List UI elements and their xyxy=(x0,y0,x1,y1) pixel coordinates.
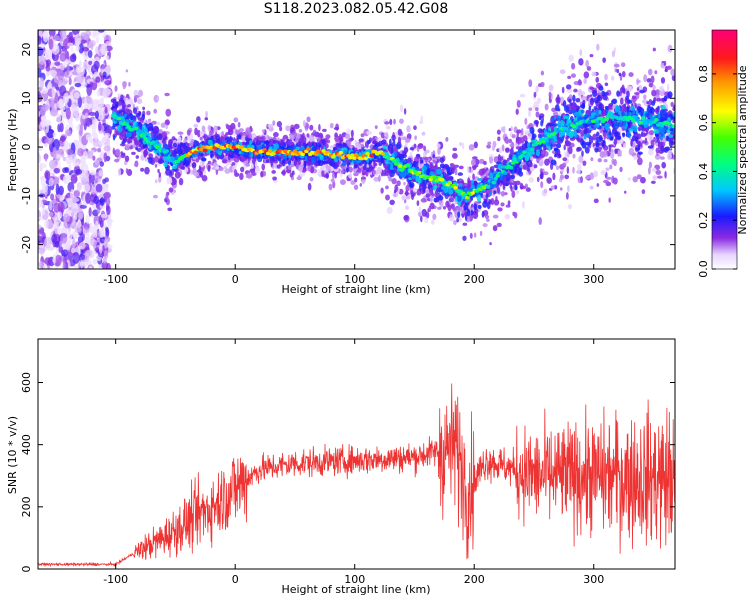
x-tick-label: 0 xyxy=(232,273,239,286)
x-tick-label: -100 xyxy=(103,273,128,286)
colorbar-tick-label: 0.4 xyxy=(697,163,710,181)
y-tick-label: -10 xyxy=(20,187,33,205)
y-tick-label: 400 xyxy=(20,434,33,455)
snr-ticks: -100 0 100 200 300 0 200 400 600 xyxy=(20,339,675,586)
snr-series xyxy=(38,383,675,568)
x-tick-label: 100 xyxy=(344,573,365,586)
spectrogram-ylabel: Frequency (Hz) xyxy=(6,109,19,192)
chart-title: S118.2023.082.05.42.G08 xyxy=(263,1,449,17)
x-tick-label: 0 xyxy=(232,573,239,586)
x-tick-label: 300 xyxy=(583,273,604,286)
x-tick-label: 200 xyxy=(464,273,485,286)
y-tick-label: -20 xyxy=(20,236,33,254)
snr-panel: -100 0 100 200 300 0 200 400 600 Height of strai… xyxy=(6,338,676,596)
snr-line xyxy=(38,383,675,568)
spectrogram-xlabel: Height of straight line (km) xyxy=(281,283,430,296)
colorbar: 0.0 0.2 0.4 0.6 0.8 Normalized spectral ampl… xyxy=(697,29,749,278)
snr-frame xyxy=(37,338,676,570)
snr-ylabel: SNR (10 * v/v) xyxy=(6,416,19,494)
snr-xlabel: Height of straight line (km) xyxy=(281,583,430,596)
x-tick-label: 100 xyxy=(344,273,365,286)
y-tick-label: 600 xyxy=(20,372,33,393)
spectrogram-frame xyxy=(37,29,676,270)
colorbar-tick-label: 0.8 xyxy=(697,65,710,83)
colorbar-tick-label: 0.2 xyxy=(697,211,710,229)
x-tick-label: 200 xyxy=(464,573,485,586)
colorbar-tick-label: 0.0 xyxy=(697,260,710,278)
spectrogram-heatmap xyxy=(38,30,675,269)
y-tick-label: 0 xyxy=(20,566,33,573)
colorbar-tick-label: 0.6 xyxy=(697,114,710,131)
colorbar-ticks: 0.0 0.2 0.4 0.6 0.8 xyxy=(697,29,738,278)
y-tick-label: 10 xyxy=(20,91,33,105)
x-tick-label: -100 xyxy=(103,573,128,586)
y-tick-label: 20 xyxy=(20,43,33,57)
colorbar-gradient xyxy=(712,30,737,269)
colorbar-label: Normalized spectral amplitude xyxy=(736,65,749,234)
x-tick-label: 300 xyxy=(583,573,604,586)
y-tick-label: 0 xyxy=(20,144,33,151)
y-tick-label: 200 xyxy=(20,496,33,517)
